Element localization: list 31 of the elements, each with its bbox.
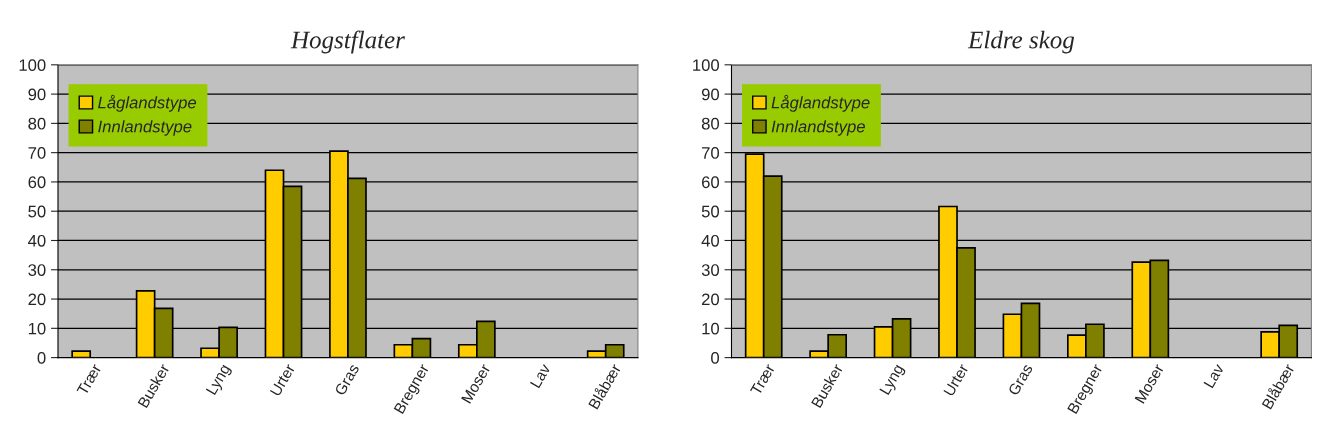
legend-label: Innlandstype (98, 120, 192, 136)
legend-label: Innlandstype (771, 120, 865, 136)
y-tick-label: 60 (28, 176, 46, 189)
y-tick-label: 0 (711, 352, 720, 364)
y-tick-label: 10 (28, 322, 46, 335)
x-tick-label: Lav (530, 362, 551, 389)
y-tick-label: 60 (701, 176, 720, 189)
y-tick-label: 10 (702, 322, 720, 335)
legend-label: Låglandstype (771, 94, 870, 112)
y-tick-label: 40 (701, 234, 720, 247)
y-tick-label: 20 (701, 293, 720, 306)
chart-title: Eldre skog (967, 30, 1075, 54)
y-tick-label: 90 (28, 88, 46, 101)
y-tick-label: 70 (702, 147, 720, 159)
y-tick-label: 30 (28, 264, 46, 276)
y-tick-label: 80 (28, 117, 46, 130)
y-tick-label: 50 (28, 205, 46, 218)
bar (71, 350, 92, 358)
y-tick-label: 70 (28, 147, 46, 159)
y-tick-label: 100 (693, 59, 720, 72)
chart-title: Hogstflater (290, 30, 405, 54)
y-tick-label: 40 (28, 234, 46, 247)
y-tick-label: 0 (37, 352, 46, 364)
y-tick-label: 80 (701, 117, 720, 130)
y-tick-label: 30 (701, 264, 720, 276)
x-tick-label: Lav (1203, 362, 1225, 389)
y-tick-label: 50 (701, 205, 720, 218)
y-tick-label: 90 (701, 88, 720, 101)
y-tick-label: 100 (19, 59, 46, 72)
legend-label: Låglandstype (98, 94, 197, 112)
y-tick-label: 20 (28, 293, 46, 306)
